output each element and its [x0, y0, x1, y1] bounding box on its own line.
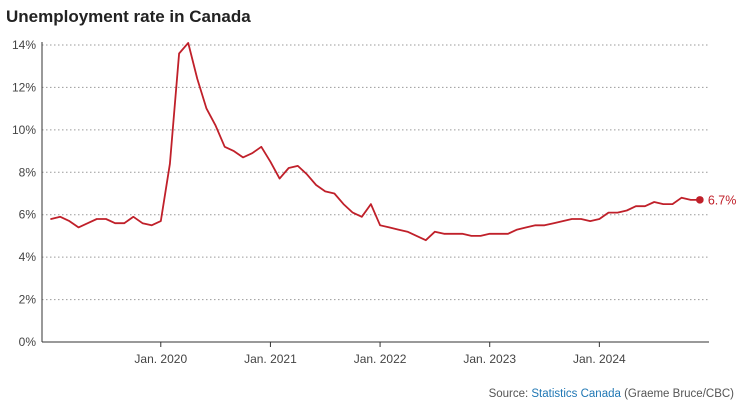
y-axis: 0% 2% 4% 6% 8% 10% 12% 14% [12, 38, 43, 349]
x-tick-label: Jan. 2024 [573, 352, 626, 366]
x-tick-label: Jan. 2020 [134, 352, 187, 366]
y-tick-label: 14% [12, 38, 36, 52]
y-tick-label: 4% [19, 250, 37, 264]
x-tick-label: Jan. 2022 [354, 352, 407, 366]
series-line [50, 42, 701, 242]
end-value-label: 6.7% [708, 193, 737, 207]
source-link[interactable]: Statistics Canada [531, 388, 621, 400]
x-axis: Jan. 2020 Jan. 2021 Jan. 2022 Jan. 2023 Jan.… [42, 341, 709, 366]
y-tick-label: 6% [19, 208, 37, 222]
x-tick-label: Jan. 2021 [244, 352, 297, 366]
gridlines [42, 44, 709, 301]
y-tick-label: 2% [19, 293, 37, 307]
source-suffix: (Graeme Bruce/CBC) [620, 388, 734, 400]
y-tick-label: 12% [12, 80, 36, 94]
chart-title: Unemployment rate in Canada [6, 7, 251, 26]
x-tick-label: Jan. 2023 [463, 352, 516, 366]
y-tick-label: 8% [19, 165, 37, 179]
source-prefix: Source: [488, 388, 532, 400]
plot-area: 6.7% [50, 42, 737, 242]
end-point-marker [696, 196, 704, 204]
y-tick-label: 10% [12, 123, 36, 137]
y-tick-label: 0% [19, 335, 37, 349]
source-note: Source: Statistics Canada (Graeme Bruce/… [489, 388, 734, 400]
